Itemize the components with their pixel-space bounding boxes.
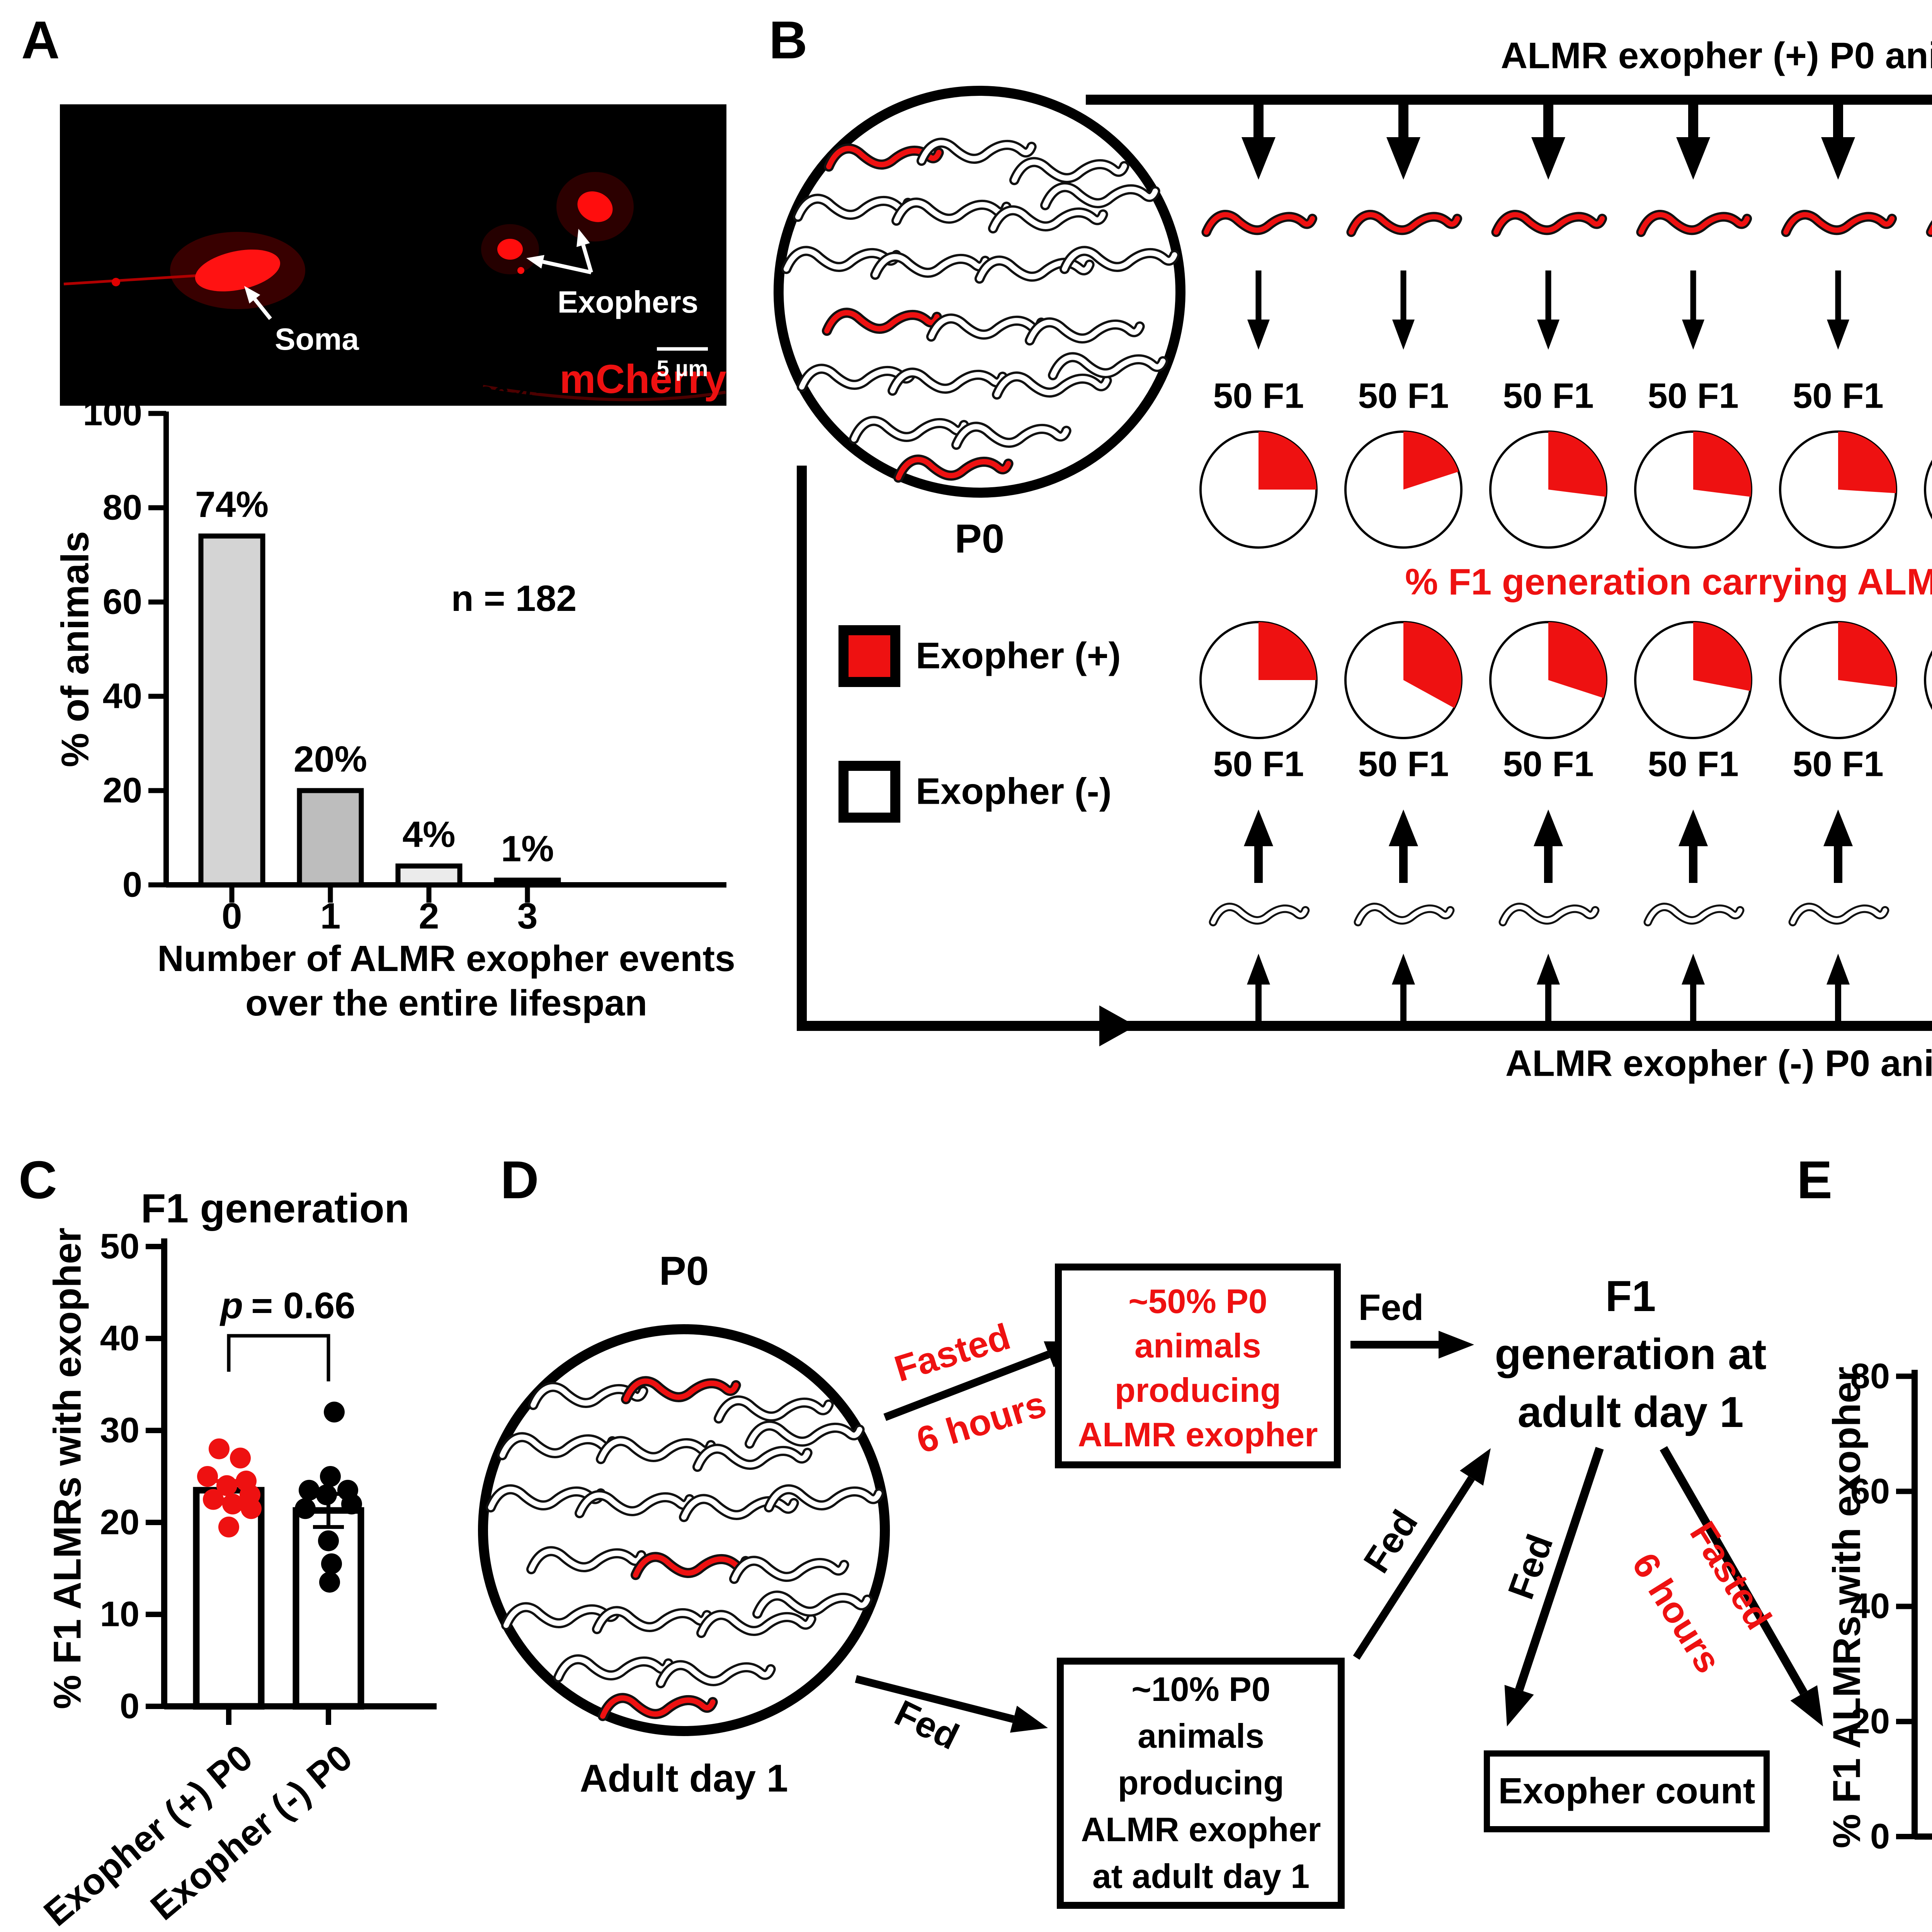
c-ytick-label: 0 [119,1686,139,1726]
panel-c-label: C [19,1150,57,1210]
a-bar-value-label: 1% [501,828,554,869]
p-number: = 0.66 [251,1285,355,1327]
panel-a-label: A [21,10,60,70]
promoter-p: P [425,357,453,402]
b-bottom-title: ALMR exopher (-) P0 animals [1505,1043,1932,1084]
d-fed-box-line: producing [1117,1763,1284,1802]
e-ytick-label: 0 [1870,1816,1890,1856]
e-y-axis-title: % F1 ALMRs with exopher [1825,1366,1869,1849]
d-fed-box-line: ALMR exopher [1081,1810,1321,1849]
b-middle-title: % F1 generation carrying ALMR exopher [1405,561,1932,603]
c-p-value: p = 0.66 [220,1285,355,1327]
panel-e-label: E [1797,1150,1833,1210]
fasted-result-box [1055,1264,1341,1468]
d-fasted-box-line: animals [1134,1326,1261,1365]
soma-label: Soma [275,322,359,356]
b-f1-count-label-top: 50 F1 [1648,376,1739,416]
c-ytick-label: 40 [100,1318,139,1358]
d-fasted-box-line: producing [1114,1371,1281,1409]
promoter-sep: :: [532,357,560,402]
fed-result-box [1057,1658,1345,1909]
b-f1-count-label-top: 50 F1 [1358,376,1449,416]
b-f1-count-label-top: 50 F1 [1793,376,1884,416]
a-ytick-label: 0 [122,865,142,905]
e-ytick-label: 20 [1850,1701,1890,1741]
d-f1-heading-line: adult day 1 [1517,1388,1744,1437]
a-sample-size: n = 182 [451,578,577,619]
a-x-axis-title: Number of ALMR exopher events [157,938,735,980]
b-f1-count-label-bottom: 50 F1 [1358,744,1449,784]
a-xtick-label: 1 [320,896,341,937]
b-p0-label: P0 [954,516,1005,561]
b-legend-exopher-positive: Exopher (+) [916,635,1121,677]
panel-b-label: B [769,10,808,70]
e-ytick-label: 40 [1850,1587,1890,1626]
a-xtick-label: 2 [418,896,439,937]
d-f1-heading-line: F1 [1605,1272,1656,1321]
e-ytick-label: 80 [1850,1356,1890,1396]
b-f1-count-label-top: 50 F1 [1503,376,1594,416]
p-symbol: p [220,1285,243,1327]
a-ytick-label: 60 [102,582,142,622]
d-fed-box-line: ~10% P0 [1131,1670,1270,1708]
a-bar-value-label: 4% [402,814,456,855]
c-ytick-label: 30 [100,1410,139,1450]
legend-swatch-exopher-negative [838,761,900,823]
a-x-axis-title: over the entire lifespan [245,983,648,1024]
exophers-label: Exophers [557,285,699,319]
c-ytick-label: 20 [100,1502,139,1542]
a-y-axis-title: % of animals [53,531,97,767]
a-bar-value-label: 20% [293,739,367,780]
a-xtick-label: 3 [517,896,538,937]
d-fed-box-line: animals [1138,1716,1264,1755]
transgene-label: Pmec-4::mCherry [426,358,726,407]
b-legend-exopher-negative: Exopher (-) [916,770,1112,812]
b-f1-count-label-bottom: 50 F1 [1213,744,1304,784]
d-p0-label: P0 [659,1248,709,1294]
c-ytick-label: 10 [100,1594,139,1634]
legend-swatch-exopher-positive [838,625,900,687]
a-ytick-label: 80 [102,488,142,527]
b-f1-count-label-bottom: 50 F1 [1503,744,1594,784]
promoter-reporter: mCherry [560,357,726,402]
scale-bar-label: 5 µm [656,356,708,381]
d-fasted-box-line: ~50% P0 [1128,1282,1267,1320]
d-fasted-box-line: ALMR exopher [1078,1415,1318,1454]
c-y-axis-title: % F1 ALMRs with exopher [46,1227,89,1709]
a-bar-value-label: 74% [195,484,269,526]
c-title: F1 generation [141,1185,410,1231]
a-ytick-label: 20 [102,770,142,810]
a-ytick-label: 40 [102,676,142,716]
e-ytick-label: 60 [1850,1471,1890,1511]
d-dish-caption: Adult day 1 [580,1757,788,1800]
b-f1-count-label-bottom: 50 F1 [1793,744,1884,784]
panel-d-label: D [500,1150,539,1210]
d-fed-box-line: at adult day 1 [1092,1857,1310,1895]
promoter-gene: mec-4 [452,377,533,408]
exopher-count-box [1484,1750,1770,1832]
b-f1-count-label-bottom: 50 F1 [1648,744,1739,784]
b-top-title: ALMR exopher (+) P0 animals [1500,35,1932,77]
a-ytick-label: 100 [83,393,143,433]
b-f1-count-label-top: 50 F1 [1213,376,1304,416]
d-exopher-count-label: Exopher count [1498,1770,1755,1812]
a-xtick-label: 0 [221,896,242,937]
d-f1-heading-line: generation at [1495,1330,1767,1379]
d-fed-label: Fed [1358,1287,1424,1328]
c-ytick-label: 50 [100,1226,139,1266]
